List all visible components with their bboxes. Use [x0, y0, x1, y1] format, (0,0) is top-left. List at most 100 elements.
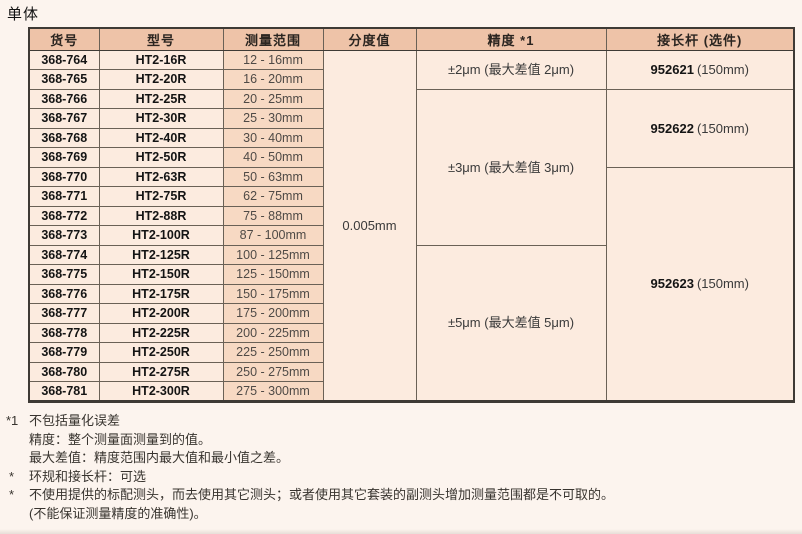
- part-number-cell: 368-775: [28, 264, 100, 285]
- accuracy-cell: ±5μm (最大差值 5μm): [415, 244, 607, 402]
- extension-rod-cell: 952623 (150mm): [605, 166, 795, 402]
- range-cell: 275 - 300mm: [222, 381, 324, 402]
- col-header-part-number: 货号: [28, 27, 100, 51]
- range-cell: 75 - 88mm: [222, 205, 324, 226]
- page-title: 单体: [7, 6, 40, 23]
- footnote-line: 不包括量化误差: [29, 413, 121, 428]
- footnote-marker: *: [9, 487, 15, 502]
- model-cell: HT2-20R: [98, 69, 224, 90]
- table-row: 368-780 HT2-275R 250 - 275mm: [28, 361, 794, 382]
- extension-rod-cell: 952621 (150mm): [605, 49, 795, 90]
- range-cell: 50 - 63mm: [222, 166, 324, 187]
- spec-table-header: 货号 型号 测量范围 分度值 精度 *1 接长杆 (选件): [28, 27, 795, 51]
- page-bottom-shadow: [0, 529, 802, 534]
- range-cell: 250 - 275mm: [222, 361, 324, 382]
- model-cell: HT2-175R: [98, 283, 224, 304]
- table-row: 368-777 HT2-200R 175 - 200mm: [28, 303, 794, 324]
- footnote-item: * 不使用提供的标配测头，而去使用其它测头；或者使用其它套装的副测头增加测量范围都…: [4, 486, 798, 523]
- footnote-item: 最大差值：精度范围内最大值和最小值之差。: [4, 449, 798, 468]
- part-number-cell: 368-773: [28, 225, 100, 246]
- table-row: 368-772 HT2-88R 75 - 88mm: [28, 205, 794, 226]
- model-cell: HT2-200R: [98, 303, 224, 324]
- col-header-range: 测量范围: [222, 27, 324, 51]
- model-cell: HT2-25R: [98, 88, 224, 109]
- accuracy-cell: ±2μm (最大差值 2μm): [415, 49, 607, 90]
- part-number-cell: 368-778: [28, 322, 100, 343]
- part-number-cell: 368-771: [28, 186, 100, 207]
- range-cell: 175 - 200mm: [222, 303, 324, 324]
- model-cell: HT2-150R: [98, 264, 224, 285]
- range-cell: 12 - 16mm: [222, 49, 324, 70]
- footnote-marker: *: [9, 468, 15, 484]
- model-cell: HT2-100R: [98, 225, 224, 246]
- range-cell: 125 - 150mm: [222, 264, 324, 285]
- spec-table: 货号 型号 测量范围 分度值 精度 *1 接长杆 (选件) 368-764 HT2…: [28, 27, 795, 403]
- footnote-line: 最大差值：精度范围内最大值和最小值之差。: [29, 450, 290, 465]
- rod-part-number: 952621: [650, 62, 694, 77]
- part-number-cell: 368-767: [28, 108, 100, 129]
- footnotes: *1 不包括量化误差 精度：整个测量面测量到的值。 最大差值：精度范围内最大值和最小值…: [4, 412, 798, 523]
- col-header-accuracy: 精度 *1: [415, 27, 607, 51]
- range-cell: 25 - 30mm: [222, 108, 324, 129]
- table-row: 368-768 HT2-40R 30 - 40mm: [28, 127, 794, 148]
- model-cell: HT2-250R: [98, 342, 224, 363]
- part-number-cell: 368-768: [28, 127, 100, 148]
- range-cell: 150 - 175mm: [222, 283, 324, 304]
- table-row: 368-775 HT2-150R 125 - 150mm: [28, 264, 794, 285]
- part-number-cell: 368-776: [28, 283, 100, 304]
- model-cell: HT2-50R: [98, 147, 224, 168]
- part-number-cell: 368-765: [28, 69, 100, 90]
- model-cell: HT2-125R: [98, 244, 224, 265]
- footnote-text: 环规和接长杆：可选: [29, 468, 798, 487]
- model-cell: HT2-75R: [98, 186, 224, 207]
- range-cell: 225 - 250mm: [222, 342, 324, 363]
- part-number-cell: 368-781: [28, 381, 100, 402]
- range-cell: 16 - 20mm: [222, 69, 324, 90]
- range-cell: 100 - 125mm: [222, 244, 324, 265]
- range-cell: 30 - 40mm: [222, 127, 324, 148]
- part-number-cell: 368-772: [28, 205, 100, 226]
- model-cell: HT2-40R: [98, 127, 224, 148]
- footnote-text: 精度：整个测量面测量到的值。: [29, 431, 798, 450]
- table-row: 368-766 HT2-25R 20 - 25mm ±3μm (最大差值 3μm) 95…: [28, 88, 795, 246]
- table-row: 368-778 HT2-225R 200 - 225mm: [28, 322, 794, 343]
- rod-length: (150mm): [696, 276, 749, 291]
- graduation-cell: 0.005mm: [322, 49, 417, 402]
- model-cell: HT2-88R: [98, 205, 224, 226]
- footnote-text: 不使用提供的标配测头，而去使用其它测头；或者使用其它套装的副测头增加测量范围都是…: [29, 486, 798, 523]
- range-cell: 87 - 100mm: [222, 225, 324, 246]
- footnote-item: * 环规和接长杆：可选: [4, 468, 798, 487]
- accuracy-cell: ±3μm (最大差值 3μm): [415, 88, 607, 246]
- part-number-cell: 368-779: [28, 342, 100, 363]
- table-row: 368-771 HT2-75R 62 - 75mm: [28, 186, 794, 207]
- model-cell: HT2-30R: [98, 108, 224, 129]
- range-cell: 40 - 50mm: [222, 147, 324, 168]
- part-number-cell: 368-780: [28, 361, 100, 382]
- footnote-text: 最大差值：精度范围内最大值和最小值之差。: [29, 449, 798, 468]
- footnote-item: *1 不包括量化误差: [4, 412, 798, 431]
- rod-part-number: 952622: [650, 120, 694, 136]
- table-row: 368-779 HT2-250R 225 - 250mm: [28, 342, 794, 363]
- table-row: 368-764 HT2-16R 12 - 16mm 0.005mm ±2μm (最大差值…: [28, 49, 795, 402]
- table-row: 368-769 HT2-50R 40 - 50mm: [28, 147, 794, 168]
- table-row: 368-781 HT2-300R 275 - 300mm: [28, 381, 794, 402]
- part-number-cell: 368-769: [28, 147, 100, 168]
- table-row: 368-765 HT2-20R 16 - 20mm: [28, 69, 794, 90]
- rod-length: (150mm): [696, 62, 749, 77]
- part-number-cell: 368-766: [28, 88, 100, 109]
- col-header-graduation: 分度值: [322, 27, 417, 51]
- range-cell: 62 - 75mm: [222, 186, 324, 207]
- footnote-line: 不使用提供的标配测头，而去使用其它测头；或者使用其它套装的副测头增加测量范围都是…: [29, 487, 615, 502]
- range-cell: 20 - 25mm: [222, 88, 324, 109]
- footnote-line: (不能保证测量精度的准确性)。: [29, 505, 207, 521]
- range-cell: 200 - 225mm: [222, 322, 324, 343]
- rod-length: (150mm): [696, 120, 749, 136]
- col-header-model: 型号: [98, 27, 224, 51]
- footnote-item: 精度：整个测量面测量到的值。: [4, 431, 798, 450]
- table-row: 368-774 HT2-125R 100 - 125mm ±5μm (最大差值 5μm…: [28, 244, 794, 402]
- part-number-cell: 368-764: [28, 49, 100, 70]
- part-number-cell: 368-777: [28, 303, 100, 324]
- table-row: 368-776 HT2-175R 150 - 175mm: [28, 283, 794, 304]
- col-header-extension-rod: 接长杆 (选件): [605, 27, 795, 51]
- model-cell: HT2-225R: [98, 322, 224, 343]
